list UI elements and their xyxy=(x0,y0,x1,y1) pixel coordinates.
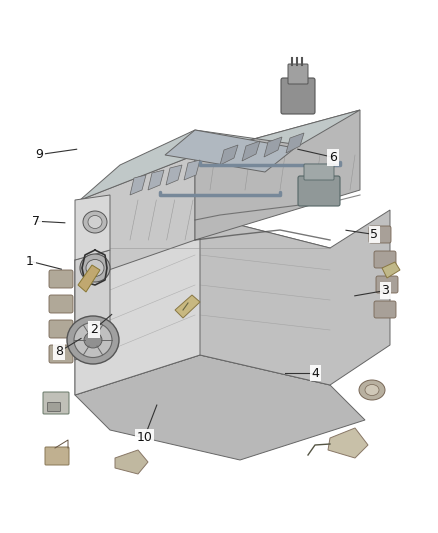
Polygon shape xyxy=(242,141,260,161)
Polygon shape xyxy=(195,110,360,240)
Ellipse shape xyxy=(67,316,119,364)
Text: 8: 8 xyxy=(55,345,63,358)
Text: 10: 10 xyxy=(137,431,152,443)
FancyBboxPatch shape xyxy=(374,251,396,268)
Ellipse shape xyxy=(83,211,107,233)
Polygon shape xyxy=(80,110,360,200)
FancyBboxPatch shape xyxy=(298,176,340,206)
FancyBboxPatch shape xyxy=(49,295,73,313)
FancyBboxPatch shape xyxy=(43,392,69,414)
Polygon shape xyxy=(200,210,390,385)
Ellipse shape xyxy=(365,384,379,395)
Text: 6: 6 xyxy=(329,151,337,164)
Ellipse shape xyxy=(86,260,104,277)
FancyBboxPatch shape xyxy=(45,447,69,465)
FancyBboxPatch shape xyxy=(281,78,315,114)
Polygon shape xyxy=(175,295,200,318)
Polygon shape xyxy=(75,355,365,460)
Text: 9: 9 xyxy=(35,148,43,161)
Polygon shape xyxy=(328,428,368,458)
FancyBboxPatch shape xyxy=(49,345,73,363)
FancyBboxPatch shape xyxy=(304,164,334,180)
Polygon shape xyxy=(220,145,238,165)
FancyBboxPatch shape xyxy=(369,226,391,243)
Polygon shape xyxy=(75,215,200,395)
Ellipse shape xyxy=(74,322,112,358)
FancyBboxPatch shape xyxy=(49,270,73,288)
Ellipse shape xyxy=(359,380,385,400)
FancyBboxPatch shape xyxy=(376,276,398,293)
Polygon shape xyxy=(78,265,100,292)
Polygon shape xyxy=(75,195,110,260)
Polygon shape xyxy=(75,250,110,360)
Text: 4: 4 xyxy=(311,367,319,379)
Polygon shape xyxy=(166,165,182,185)
FancyBboxPatch shape xyxy=(47,402,60,411)
Ellipse shape xyxy=(84,332,102,348)
Text: 5: 5 xyxy=(371,228,378,241)
Polygon shape xyxy=(130,175,146,195)
Polygon shape xyxy=(264,137,282,157)
Polygon shape xyxy=(286,133,304,153)
FancyBboxPatch shape xyxy=(49,320,73,338)
Text: 7: 7 xyxy=(32,215,40,228)
Text: 2: 2 xyxy=(90,323,98,336)
Polygon shape xyxy=(382,262,400,278)
Ellipse shape xyxy=(80,254,110,282)
Polygon shape xyxy=(115,450,148,474)
Ellipse shape xyxy=(88,215,102,229)
Polygon shape xyxy=(80,155,195,280)
Polygon shape xyxy=(148,170,164,190)
Text: 1: 1 xyxy=(26,255,34,268)
Polygon shape xyxy=(165,130,295,172)
Polygon shape xyxy=(75,215,330,395)
FancyBboxPatch shape xyxy=(288,64,308,84)
Polygon shape xyxy=(184,160,200,180)
Text: 3: 3 xyxy=(381,284,389,297)
FancyBboxPatch shape xyxy=(374,301,396,318)
